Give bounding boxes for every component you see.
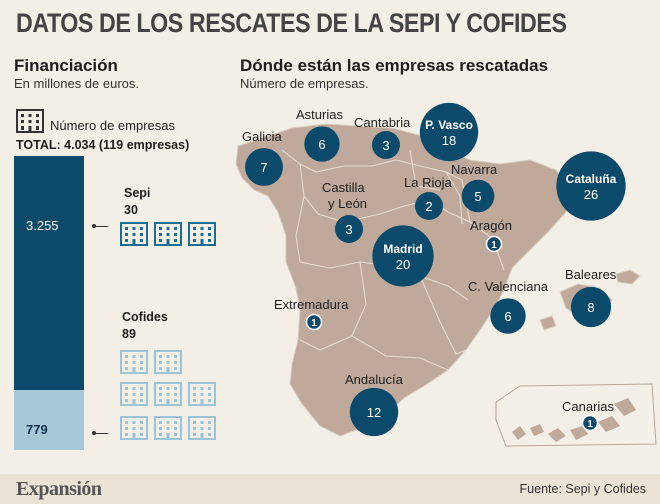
leader-line-sepi [94, 226, 108, 227]
building-icon [188, 416, 216, 440]
building-icon [154, 382, 182, 406]
region-label-asturias: Asturias [296, 107, 343, 122]
footer-bar [0, 474, 660, 504]
financing-title: Financiación [14, 56, 118, 75]
bubble-value-andalucia: 12 [367, 405, 381, 420]
bubble-value-cantabria: 3 [382, 138, 389, 153]
cofides-label: Cofides [122, 310, 168, 324]
source-note: Fuente: Sepi y Cofides [519, 482, 646, 496]
bar-value-cofides: 779 [26, 422, 48, 437]
financing-subtitle: En millones de euros. [14, 76, 140, 91]
cofides-count: 89 [122, 327, 136, 341]
region-label-madrid: Madrid [383, 242, 422, 256]
bubble-value-extremadura: 1 [311, 318, 317, 329]
bubble-aragon [485, 235, 503, 253]
bubble-la-rioja [415, 192, 443, 220]
bubble-galicia [245, 148, 283, 186]
region-label-andalucia: Andalucía [345, 372, 404, 387]
building-icon [120, 350, 148, 374]
map-subtitle: Número de empresas. [240, 76, 369, 91]
bubble-andalucia [349, 387, 399, 437]
bubble-extremadura [305, 313, 323, 331]
bubble-value-baleares: 8 [587, 300, 594, 315]
bubble-value-la-rioja: 2 [425, 199, 432, 214]
bubble-navarra [461, 179, 495, 213]
building-icon [154, 222, 182, 246]
bubble-cataluna [556, 151, 626, 221]
total-label: TOTAL: 4.034 (119 empresas) [16, 138, 190, 152]
region-borders [281, 149, 505, 371]
bubble-baleares [570, 286, 612, 328]
bubble-value-castilla-y-leon: 3 [345, 222, 352, 237]
region-label-p-vasco: P. Vasco [425, 118, 473, 132]
brand-logo: Expansión [16, 478, 102, 500]
region-label-cantabria: Cantabria [354, 115, 411, 130]
bubble-value-navarra: 5 [474, 189, 481, 204]
sepi-label: Sepi [124, 186, 151, 200]
region-label-la-rioja: La Rioja [404, 175, 452, 190]
bubble-value-asturias: 6 [318, 137, 325, 152]
region-label-castilla-y-leon-2: y León [328, 196, 367, 211]
map-title: Dónde están las empresas rescatadas [240, 56, 549, 75]
region-label-galicia: Galicia [242, 129, 283, 144]
bubble-p-vasco [419, 102, 479, 162]
region-label-c-valenciana: C. Valenciana [468, 279, 549, 294]
region-label-baleares: Baleares [565, 267, 617, 282]
balearic-ibiza [539, 315, 557, 331]
bubble-value-p-vasco: 18 [442, 133, 456, 148]
region-label-castilla-y-leon: Castilla [322, 180, 365, 195]
region-label-navarra: Navarra [451, 162, 498, 177]
building-icon [188, 222, 216, 246]
bubble-value-madrid: 20 [396, 257, 410, 272]
bubble-cantabria [372, 131, 400, 159]
building-icon [120, 222, 148, 246]
bubble-madrid [372, 225, 434, 287]
bubble-value-cataluna: 26 [584, 187, 598, 202]
building-icon [120, 416, 148, 440]
bubble-value-galicia: 7 [260, 160, 267, 175]
region-label-extremadura: Extremadura [274, 297, 349, 312]
leader-line-cofides [94, 433, 108, 434]
canarias-islands [512, 398, 636, 442]
bar-sepi [14, 156, 84, 390]
bubble-canarias [581, 414, 599, 432]
page-title: DATOS DE LOS RESCATES DE LA SEPI Y COFID… [16, 8, 567, 38]
bubble-asturias [304, 126, 340, 162]
balearic-menorca [615, 269, 641, 285]
building-icon [188, 382, 216, 406]
building-icon [16, 109, 44, 133]
bubble-c-valenciana [490, 298, 526, 334]
region-label-canarias: Canarias [562, 399, 615, 414]
bar-value-sepi: 3.255 [26, 218, 59, 233]
building-icon [154, 350, 182, 374]
bubble-value-c-valenciana: 6 [504, 309, 511, 324]
bubble-value-aragon: 1 [491, 240, 497, 251]
building-icon [154, 416, 182, 440]
canarias-box [495, 383, 657, 447]
building-icon [120, 382, 148, 406]
bar-cofides [14, 390, 84, 450]
bubble-value-canarias: 1 [587, 419, 593, 430]
legend-label: Número de empresas [50, 118, 175, 133]
bubble-castilla-y-leon [335, 215, 363, 243]
region-label-aragon: Aragón [470, 218, 512, 233]
sepi-count: 30 [124, 203, 138, 217]
region-label-cataluna: Cataluña [566, 172, 617, 186]
